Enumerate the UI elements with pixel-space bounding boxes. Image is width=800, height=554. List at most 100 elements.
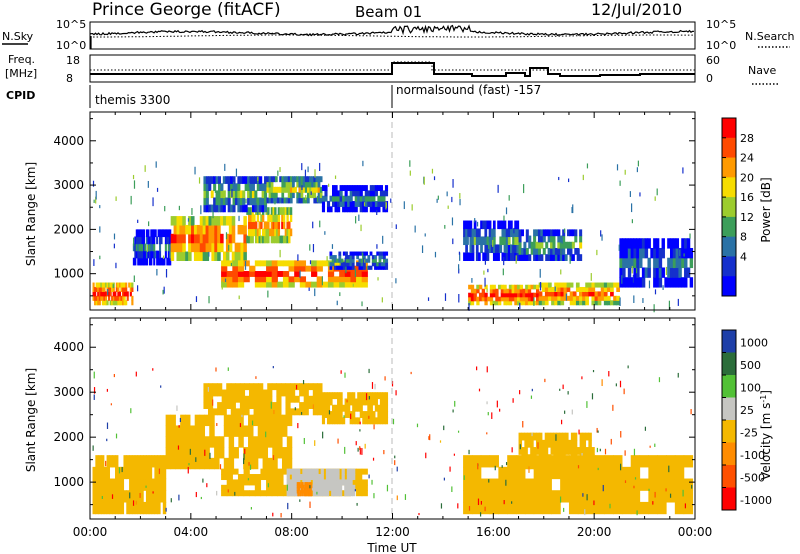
velocity-colorbar-tick: -500 <box>740 471 765 484</box>
power-cell <box>551 295 555 301</box>
power-cell <box>600 295 605 301</box>
power-cell <box>557 282 562 288</box>
velocity-speckle <box>636 510 638 516</box>
power-cell <box>560 291 565 297</box>
velocity-cell <box>207 389 214 397</box>
power-cell <box>594 291 599 297</box>
velocity-cell <box>207 402 214 409</box>
power-cell <box>470 288 475 294</box>
power-speckle <box>133 180 136 189</box>
power-cell <box>537 229 541 237</box>
velocity-cell <box>367 398 371 406</box>
power-cell <box>292 181 295 188</box>
power-cell <box>159 229 162 238</box>
velocity-cell <box>550 461 555 470</box>
velocity-cell <box>267 389 273 397</box>
velocity-cell <box>527 439 531 448</box>
power-cell <box>523 254 527 261</box>
power-cell <box>217 190 222 199</box>
velocity-cell <box>109 478 113 491</box>
power-cell <box>533 235 537 243</box>
velocity-speckle <box>195 491 197 498</box>
power-cell <box>557 291 562 297</box>
power-cell <box>507 220 511 230</box>
power-cell <box>123 295 126 301</box>
power-cell <box>193 251 198 261</box>
velocity-cell <box>320 474 324 481</box>
velocity-speckle <box>152 491 154 494</box>
velocity-cell <box>364 411 368 418</box>
power-speckle <box>632 274 635 283</box>
power-cell <box>205 242 210 253</box>
power-speckle <box>308 287 310 291</box>
power-cell <box>535 300 540 306</box>
power-cell <box>563 286 568 292</box>
power-cell <box>569 241 573 249</box>
velocity-speckle <box>519 444 521 450</box>
velocity-cell <box>100 455 105 468</box>
power-cell <box>385 265 389 270</box>
velocity-cell <box>154 490 158 503</box>
power-cell <box>98 282 101 288</box>
power-cell <box>274 235 277 244</box>
power-cell <box>492 300 496 306</box>
power-cell <box>331 262 335 267</box>
power-speckle <box>297 254 299 261</box>
power-cell <box>538 295 543 301</box>
velocity-cell <box>145 478 150 491</box>
power-cell <box>271 281 278 288</box>
power-cell <box>249 271 256 277</box>
power-cell <box>160 229 163 238</box>
velocity-speckle <box>668 465 670 473</box>
power-cell <box>213 176 217 184</box>
power-cell <box>272 214 275 223</box>
velocity-cell <box>243 447 249 459</box>
velocity-cell <box>521 447 525 455</box>
power-cell <box>510 252 513 261</box>
velocity-speckle <box>111 494 114 499</box>
velocity-cell <box>657 478 667 491</box>
velocity-cell <box>516 490 526 503</box>
power-cell <box>344 281 352 288</box>
power-cell <box>261 190 265 199</box>
power-cell <box>468 292 472 298</box>
power-cell <box>669 238 674 249</box>
velocity-cell <box>185 457 191 470</box>
power-cell <box>316 281 323 288</box>
power-speckle <box>115 196 117 201</box>
velocity-cell <box>244 408 250 416</box>
velocity-cell <box>218 447 225 459</box>
power-cell <box>214 242 218 253</box>
velocity-cell <box>143 501 147 515</box>
velocity-cell <box>541 439 546 448</box>
velocity-cell <box>568 478 579 491</box>
velocity-cell <box>372 417 376 425</box>
power-cell <box>208 183 212 192</box>
power-cell <box>97 286 100 292</box>
power-cell <box>369 190 373 197</box>
velocity-speckle <box>602 484 604 492</box>
power-cell <box>371 258 375 263</box>
velocity-speckle <box>544 378 546 383</box>
velocity-cell <box>379 398 384 406</box>
n-sky-label: N.Sky <box>2 30 34 43</box>
velocity-speckle <box>130 408 132 414</box>
power-cell <box>630 257 635 269</box>
velocity-cell <box>588 432 592 441</box>
power-cell <box>281 207 284 215</box>
velocity-cell <box>346 484 351 491</box>
power-cell <box>128 282 131 288</box>
velocity-cell <box>160 466 164 480</box>
power-cell <box>641 277 646 288</box>
power-cell <box>350 276 357 283</box>
power-speckle <box>132 174 135 180</box>
power-cell <box>108 286 111 292</box>
power-cell <box>554 286 558 292</box>
velocity-cell <box>498 501 508 515</box>
power-cell <box>681 238 685 249</box>
power-cell <box>265 235 268 244</box>
velocity-cell <box>207 408 214 416</box>
velocity-speckle <box>234 491 236 496</box>
velocity-cell <box>199 414 206 427</box>
velocity-cell <box>480 478 491 491</box>
